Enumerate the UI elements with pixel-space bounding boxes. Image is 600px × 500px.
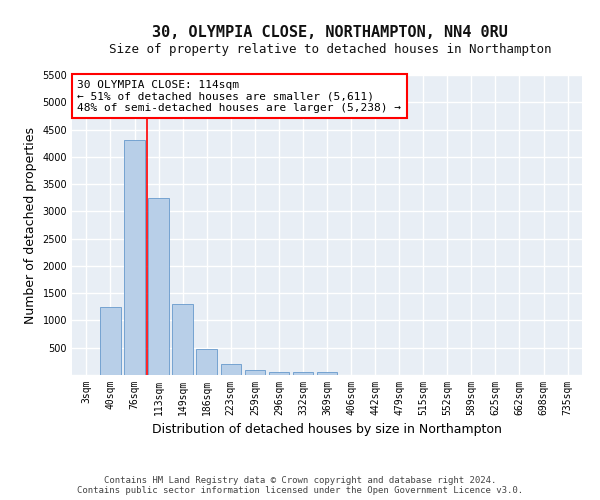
Bar <box>148 198 169 375</box>
Bar <box>124 140 145 375</box>
Bar <box>172 304 193 375</box>
Bar <box>269 372 289 375</box>
Text: 30 OLYMPIA CLOSE: 114sqm
← 51% of detached houses are smaller (5,611)
48% of sem: 30 OLYMPIA CLOSE: 114sqm ← 51% of detach… <box>77 80 401 112</box>
Bar <box>221 364 241 375</box>
Text: Size of property relative to detached houses in Northampton: Size of property relative to detached ho… <box>109 42 551 56</box>
Bar <box>100 307 121 375</box>
Text: 30, OLYMPIA CLOSE, NORTHAMPTON, NN4 0RU: 30, OLYMPIA CLOSE, NORTHAMPTON, NN4 0RU <box>152 25 508 40</box>
Bar <box>245 370 265 375</box>
Y-axis label: Number of detached properties: Number of detached properties <box>24 126 37 324</box>
Text: Contains HM Land Registry data © Crown copyright and database right 2024.
Contai: Contains HM Land Registry data © Crown c… <box>77 476 523 495</box>
Bar <box>293 372 313 375</box>
Bar <box>196 349 217 375</box>
X-axis label: Distribution of detached houses by size in Northampton: Distribution of detached houses by size … <box>152 424 502 436</box>
Bar <box>317 372 337 375</box>
